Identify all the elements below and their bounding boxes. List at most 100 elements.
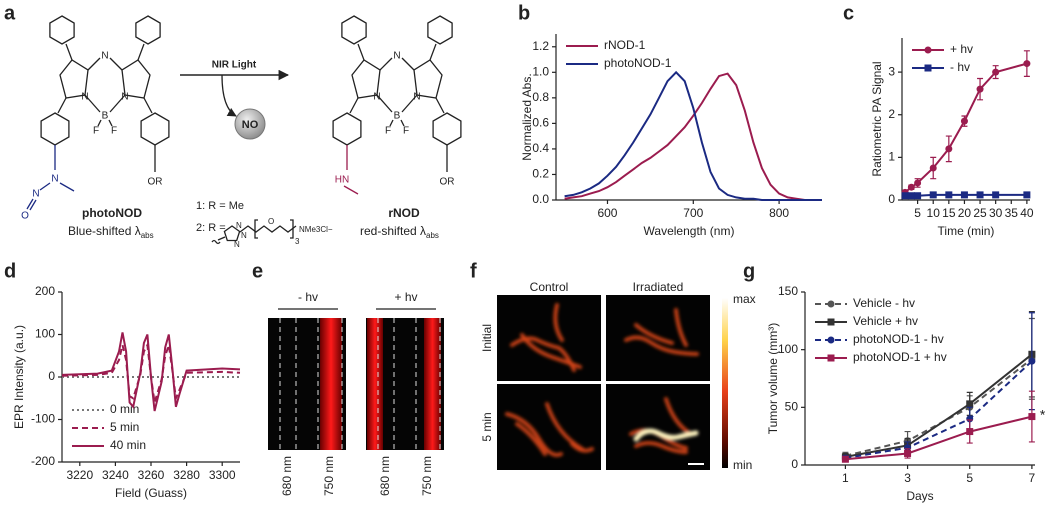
bond <box>59 182 75 192</box>
ring <box>427 15 453 45</box>
pa-band <box>367 318 383 450</box>
panel-letter: d <box>4 260 16 282</box>
wavelength-label: 680 nm <box>280 456 294 496</box>
y-tick-label: 0.6 <box>532 116 549 130</box>
atom: F <box>111 126 117 137</box>
series-line <box>564 72 822 201</box>
bond <box>39 182 51 191</box>
legend-label: 5 min <box>110 420 139 434</box>
panel-letter: c <box>843 2 854 24</box>
vessel <box>634 441 688 454</box>
x-tick-label: 5 <box>914 206 921 220</box>
series-line <box>845 415 1033 461</box>
vessel <box>553 303 564 342</box>
bond <box>401 94 418 113</box>
ring <box>432 112 462 146</box>
linker-atom: N <box>234 240 240 249</box>
bond <box>435 97 445 114</box>
pa-band <box>320 318 342 450</box>
pa-band <box>424 318 441 450</box>
marker <box>914 179 922 187</box>
amine: N <box>32 189 39 200</box>
y-tick-label: 0 <box>48 369 55 383</box>
marker <box>924 64 932 72</box>
marker <box>976 85 984 93</box>
marker <box>914 192 922 200</box>
vessel <box>624 335 699 356</box>
compound-name: photoNOD <box>82 206 142 220</box>
atom: N <box>81 92 88 103</box>
legend-label: photoNOD-1 + hv <box>853 350 947 364</box>
panel-letter: f <box>470 260 477 282</box>
legend-label: - hv <box>950 60 970 74</box>
y-tick-label: 1.2 <box>532 39 549 53</box>
marker <box>827 354 835 362</box>
x-tick-label: 25 <box>973 206 987 220</box>
series-line <box>845 360 1033 460</box>
compound-caption-sub: abs <box>141 231 154 240</box>
x-axis-label: Wavelength (nm) <box>644 224 735 238</box>
no-sphere <box>234 108 266 140</box>
x-tick-label: 10 <box>927 206 941 220</box>
marker <box>901 192 909 200</box>
annotation: * <box>1040 406 1046 422</box>
bond <box>109 57 123 71</box>
colorbar-label: max <box>733 292 756 306</box>
x-tick-label: 5 <box>966 471 973 485</box>
ring <box>49 15 75 45</box>
linker-atom: N <box>236 221 242 230</box>
pa-image <box>497 384 601 470</box>
x-tick-label: 3220 <box>66 468 93 482</box>
bond <box>29 199 37 211</box>
pyrrole <box>351 59 381 99</box>
panel-letter: a <box>4 2 16 24</box>
y-tick-label: 1 <box>888 150 895 164</box>
marker <box>966 400 974 408</box>
legend-label: rNOD-1 <box>604 38 646 52</box>
row-label: 5 min <box>480 412 494 441</box>
series-line <box>61 332 241 412</box>
linker-atom: O <box>268 217 274 226</box>
marker <box>992 191 1000 199</box>
ring <box>135 15 161 45</box>
condition-label: - hv <box>298 290 318 304</box>
legend-label: 40 min <box>110 438 146 452</box>
marker <box>1023 191 1031 199</box>
y-axis-label: Tumor volume (mm³) <box>766 323 780 435</box>
substituent: OR <box>148 177 163 188</box>
chain <box>239 225 297 233</box>
x-axis-label: Field (Guass) <box>115 486 187 500</box>
vessel <box>674 308 688 347</box>
bond <box>376 94 393 113</box>
vessel <box>520 333 582 369</box>
bond <box>401 57 415 71</box>
colorbar-label: min <box>733 458 752 472</box>
x-tick-label: 15 <box>942 206 956 220</box>
x-tick-label: 30 <box>989 206 1003 220</box>
marker <box>907 192 915 200</box>
pyrrole <box>121 59 151 99</box>
linker-atom: NMe3Cl− <box>299 225 333 234</box>
ring <box>140 112 170 146</box>
marker <box>1023 60 1031 68</box>
y-tick-label: -200 <box>31 454 55 468</box>
panel-letter: g <box>743 260 755 282</box>
legend-label: photoNOD-1 - hv <box>853 332 944 346</box>
marker <box>924 46 932 54</box>
y-tick-label: 0.8 <box>532 90 549 104</box>
x-tick-label: 3240 <box>102 468 129 482</box>
marker <box>945 191 953 199</box>
bond <box>429 43 437 61</box>
amine: O <box>21 211 29 222</box>
triazole <box>223 225 241 242</box>
r-group: 2: R = <box>196 222 226 234</box>
bond <box>143 97 153 114</box>
atom: F <box>385 126 391 137</box>
marker <box>1028 413 1036 421</box>
ring <box>341 15 367 45</box>
x-tick-label: 700 <box>683 206 703 220</box>
atom: N <box>121 92 128 103</box>
marker <box>966 428 974 436</box>
marker <box>1028 357 1036 365</box>
legend-label: + hv <box>950 42 973 56</box>
